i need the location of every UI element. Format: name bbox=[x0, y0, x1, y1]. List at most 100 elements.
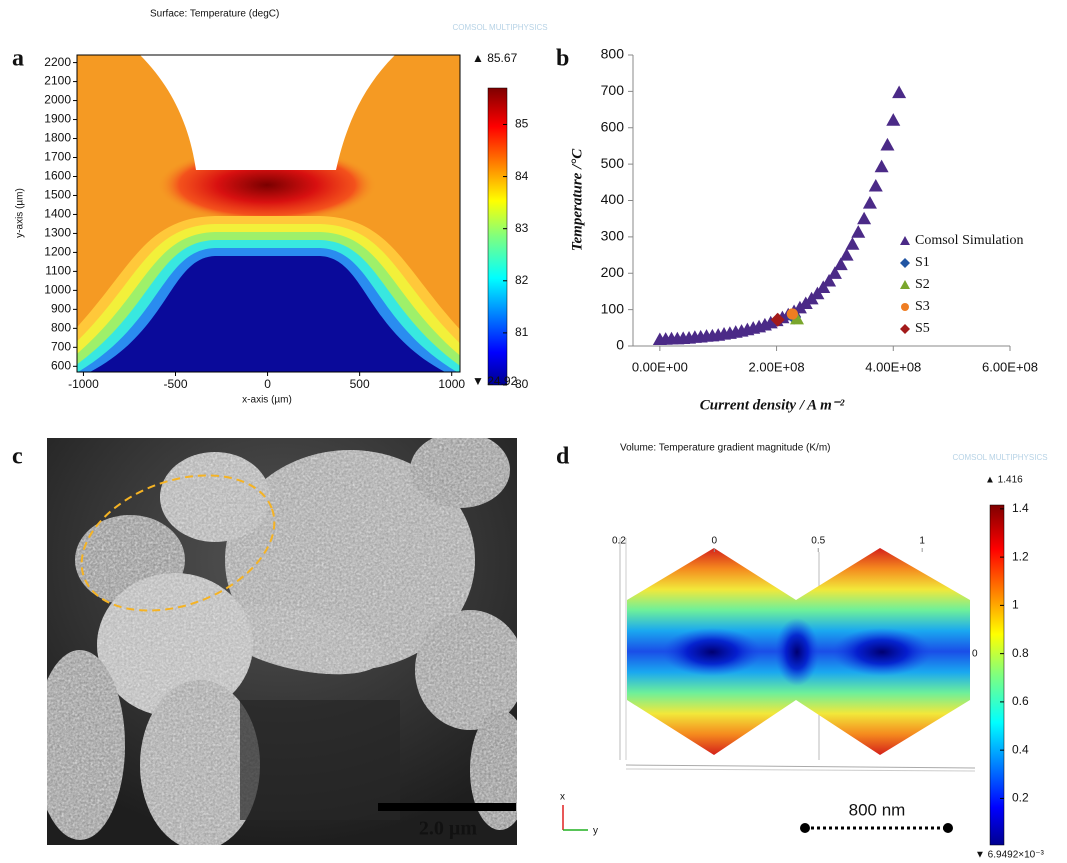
scale-bar-label: 2.0 µm bbox=[419, 818, 478, 840]
scale-bar-end bbox=[800, 823, 810, 833]
y-tick-label: 2000 bbox=[44, 93, 71, 107]
colorbar-tick-label: 84 bbox=[515, 169, 529, 183]
x-tick-label: 1000 bbox=[438, 377, 465, 391]
y-tick-label: 600 bbox=[601, 118, 625, 134]
legend-marker bbox=[901, 303, 909, 311]
x-tick-label: 2.00E+08 bbox=[749, 359, 805, 374]
legend-label: S1 bbox=[915, 255, 930, 270]
legend-marker bbox=[900, 236, 910, 245]
y-tick-label: 200 bbox=[601, 264, 625, 280]
marker bbox=[822, 273, 837, 287]
legend-label: S2 bbox=[915, 277, 930, 292]
legend-marker bbox=[900, 258, 910, 268]
y-tick-label: 700 bbox=[601, 82, 625, 98]
legend-label: S3 bbox=[915, 299, 930, 314]
watermark: COMSOL MULTIPHYSICS bbox=[452, 23, 547, 32]
colorbar-tick-label: 82 bbox=[515, 273, 529, 287]
y-tick-label: 1800 bbox=[44, 131, 71, 145]
y-tick-label: 1200 bbox=[44, 245, 71, 259]
x-axis-title: x-axis (µm) bbox=[242, 395, 292, 406]
y-tick-label: 1100 bbox=[45, 264, 71, 278]
max-label: ▲ 1.416 bbox=[985, 475, 1023, 486]
scale-bar-end bbox=[943, 823, 953, 833]
chart-title: Surface: Temperature (degC) bbox=[150, 9, 279, 20]
plot-frame bbox=[76, 54, 461, 373]
x-tick-label: -500 bbox=[163, 377, 187, 391]
scale-bar-label: 800 nm bbox=[849, 800, 906, 819]
y-tick-label: 800 bbox=[51, 321, 71, 335]
x-tick-label: -1000 bbox=[68, 377, 99, 391]
y-tick-label: 1600 bbox=[44, 169, 71, 183]
max-label: ▲ 85.67 bbox=[472, 51, 518, 65]
marker bbox=[770, 312, 785, 327]
panel-label: a bbox=[12, 46, 24, 72]
y-tick-label: 100 bbox=[601, 300, 625, 316]
watermark: COMSOL MULTIPHYSICS bbox=[952, 453, 1047, 462]
x-tick-label: 4.00E+08 bbox=[865, 359, 921, 374]
marker bbox=[874, 159, 889, 173]
side-label: 0.2 bbox=[612, 536, 626, 547]
marker bbox=[839, 248, 854, 261]
min-label: ▼ 24.92 bbox=[472, 374, 518, 388]
marker bbox=[868, 178, 883, 192]
marker bbox=[892, 85, 907, 99]
y-tick-label: 0 bbox=[616, 337, 624, 353]
x-tick-label: 500 bbox=[350, 377, 370, 391]
x-tick-label: 0.00E+00 bbox=[632, 359, 688, 374]
marker bbox=[886, 113, 901, 126]
x-axis-title: Current density / A m⁻² bbox=[700, 397, 845, 413]
colorbar-tick-label: 0.6 bbox=[1012, 694, 1029, 708]
y-tick-label: 800 bbox=[601, 46, 625, 62]
marker bbox=[857, 211, 872, 225]
panel-label: c bbox=[12, 444, 23, 470]
y-axis-title: Temperature /°C bbox=[569, 148, 585, 252]
temperature-band bbox=[90, 256, 445, 372]
y-tick-label: 400 bbox=[601, 191, 625, 207]
y-axis-title: y-axis (µm) bbox=[15, 188, 26, 238]
y-tick-label: 1700 bbox=[44, 150, 71, 164]
min-label: ▼ 6.9492×10⁻³ bbox=[975, 850, 1045, 861]
marker bbox=[862, 196, 877, 209]
marker bbox=[833, 257, 848, 271]
y-tick-label: 1500 bbox=[44, 188, 71, 202]
y-tick-label: 600 bbox=[51, 358, 71, 372]
x-tick-label: 0 bbox=[264, 377, 271, 391]
y-tick-label: 1900 bbox=[44, 112, 71, 126]
triad-label: x bbox=[560, 792, 565, 803]
x-tick-label: 6.00E+08 bbox=[982, 359, 1038, 374]
colorbar-tick-label: 1 bbox=[1012, 598, 1019, 612]
marker bbox=[851, 225, 866, 238]
marker bbox=[789, 311, 804, 325]
chart-title: Volume: Temperature gradient magnitude (… bbox=[620, 443, 830, 454]
colorbar-tick-label: 1.4 bbox=[1012, 501, 1029, 515]
x-tick-label: 0 bbox=[712, 536, 718, 547]
marker bbox=[827, 266, 842, 279]
y-tick-label: 1000 bbox=[44, 283, 71, 297]
panel-label: b bbox=[556, 46, 569, 72]
colorbar bbox=[989, 504, 1005, 846]
marker bbox=[845, 237, 860, 250]
x-tick-label: 0.5 bbox=[811, 536, 825, 547]
y-tick-label: 1400 bbox=[44, 207, 71, 221]
x-tick-label: 1 bbox=[919, 536, 925, 547]
y-tick-label: 2200 bbox=[44, 55, 71, 69]
colorbar-tick-label: 85 bbox=[515, 117, 529, 131]
colorbar-tick-label: 1.2 bbox=[1012, 549, 1029, 563]
colorbar-tick-label: 0.4 bbox=[1012, 742, 1029, 756]
y-tick-label: 2100 bbox=[44, 74, 71, 88]
colorbar-tick-label: 80 bbox=[515, 377, 529, 391]
gradient-field bbox=[619, 538, 976, 772]
triad-label: y bbox=[593, 826, 598, 837]
y-tick-label: 300 bbox=[601, 228, 625, 244]
panel-label: d bbox=[556, 444, 570, 470]
colorbar-tick-label: 0.2 bbox=[1012, 791, 1029, 805]
legend-marker bbox=[900, 280, 910, 289]
colorbar bbox=[487, 87, 508, 386]
side-label: 0 bbox=[972, 649, 978, 660]
marker bbox=[816, 280, 831, 294]
sem-image bbox=[47, 438, 517, 845]
marker bbox=[880, 137, 895, 151]
legend-label: Comsol Simulation bbox=[915, 233, 1024, 248]
y-tick-label: 900 bbox=[51, 302, 71, 316]
